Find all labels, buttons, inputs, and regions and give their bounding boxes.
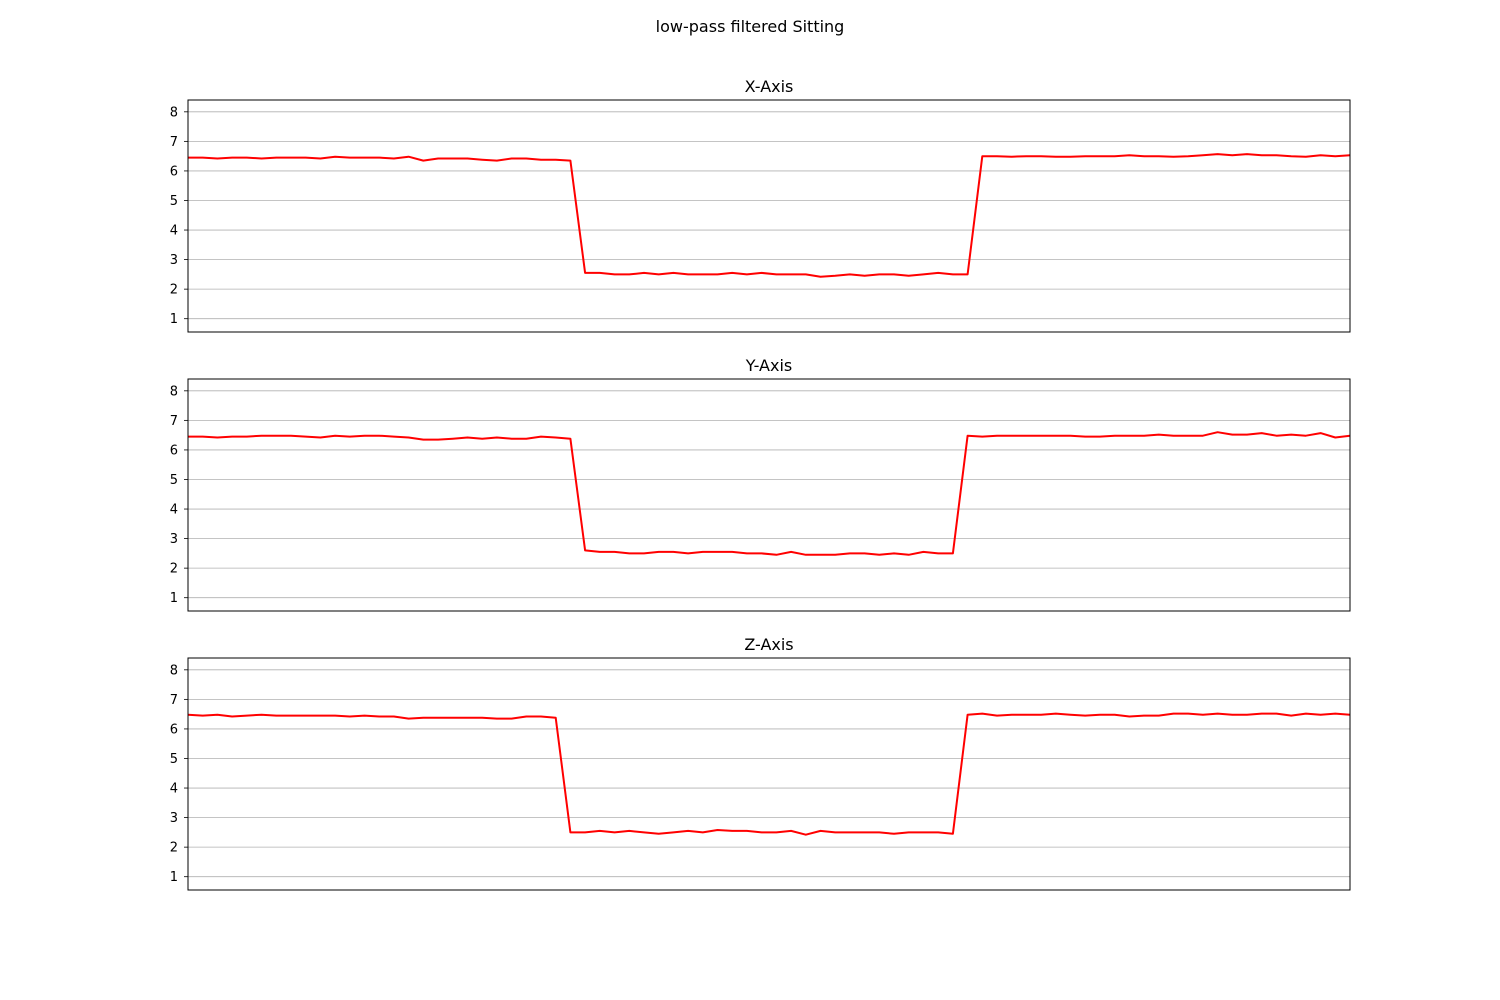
y-tick-label: 2: [170, 283, 178, 298]
subplot-title: X-Axis: [745, 77, 794, 96]
y-tick-label: 7: [170, 135, 178, 150]
subplot-title: Z-Axis: [744, 635, 793, 654]
subplot-3: 1 2 3 4 5 6 7 8 Z-Axis: [170, 635, 1351, 891]
y-tick-label: 2: [170, 841, 178, 856]
series-line: [188, 153, 1351, 278]
y-tick-label: 3: [170, 253, 178, 268]
y-tick-label: 3: [170, 532, 178, 547]
axes-frame: [187, 378, 1351, 612]
y-tick-label: 4: [170, 782, 178, 797]
subplot-2: 1 2 3 4 5 6 7 8 Y-Axis: [170, 356, 1351, 612]
y-tick-label: 5: [170, 752, 178, 767]
axes-frame: [187, 657, 1351, 891]
figure-title: low-pass filtered Sitting: [655, 17, 845, 36]
y-tick-label: 6: [170, 443, 178, 458]
axes-frame: [187, 99, 1351, 333]
y-tick-label: 8: [170, 663, 178, 678]
y-tick-label: 1: [170, 870, 178, 885]
y-tick-label: 4: [170, 224, 178, 239]
y-tick-label: 6: [170, 164, 178, 179]
y-tick-label: 7: [170, 693, 178, 708]
y-tick-label: 8: [170, 384, 178, 399]
y-tick-label: 3: [170, 811, 178, 826]
subplot-title: Y-Axis: [745, 356, 793, 375]
y-tick-label: 7: [170, 414, 178, 429]
y-tick-label: 5: [170, 473, 178, 488]
y-tick-label: 2: [170, 562, 178, 577]
series-line: [188, 431, 1351, 556]
y-tick-label: 1: [170, 591, 178, 606]
y-tick-label: 4: [170, 503, 178, 518]
y-tick-label: 8: [170, 105, 178, 120]
series-line: [187, 712, 1351, 836]
y-tick-label: 6: [170, 722, 178, 737]
y-tick-label: 1: [170, 312, 178, 327]
y-tick-label: 5: [170, 194, 178, 209]
subplot-1: 1 2 3 4 5 6 7 8 X-Axis: [170, 77, 1351, 333]
